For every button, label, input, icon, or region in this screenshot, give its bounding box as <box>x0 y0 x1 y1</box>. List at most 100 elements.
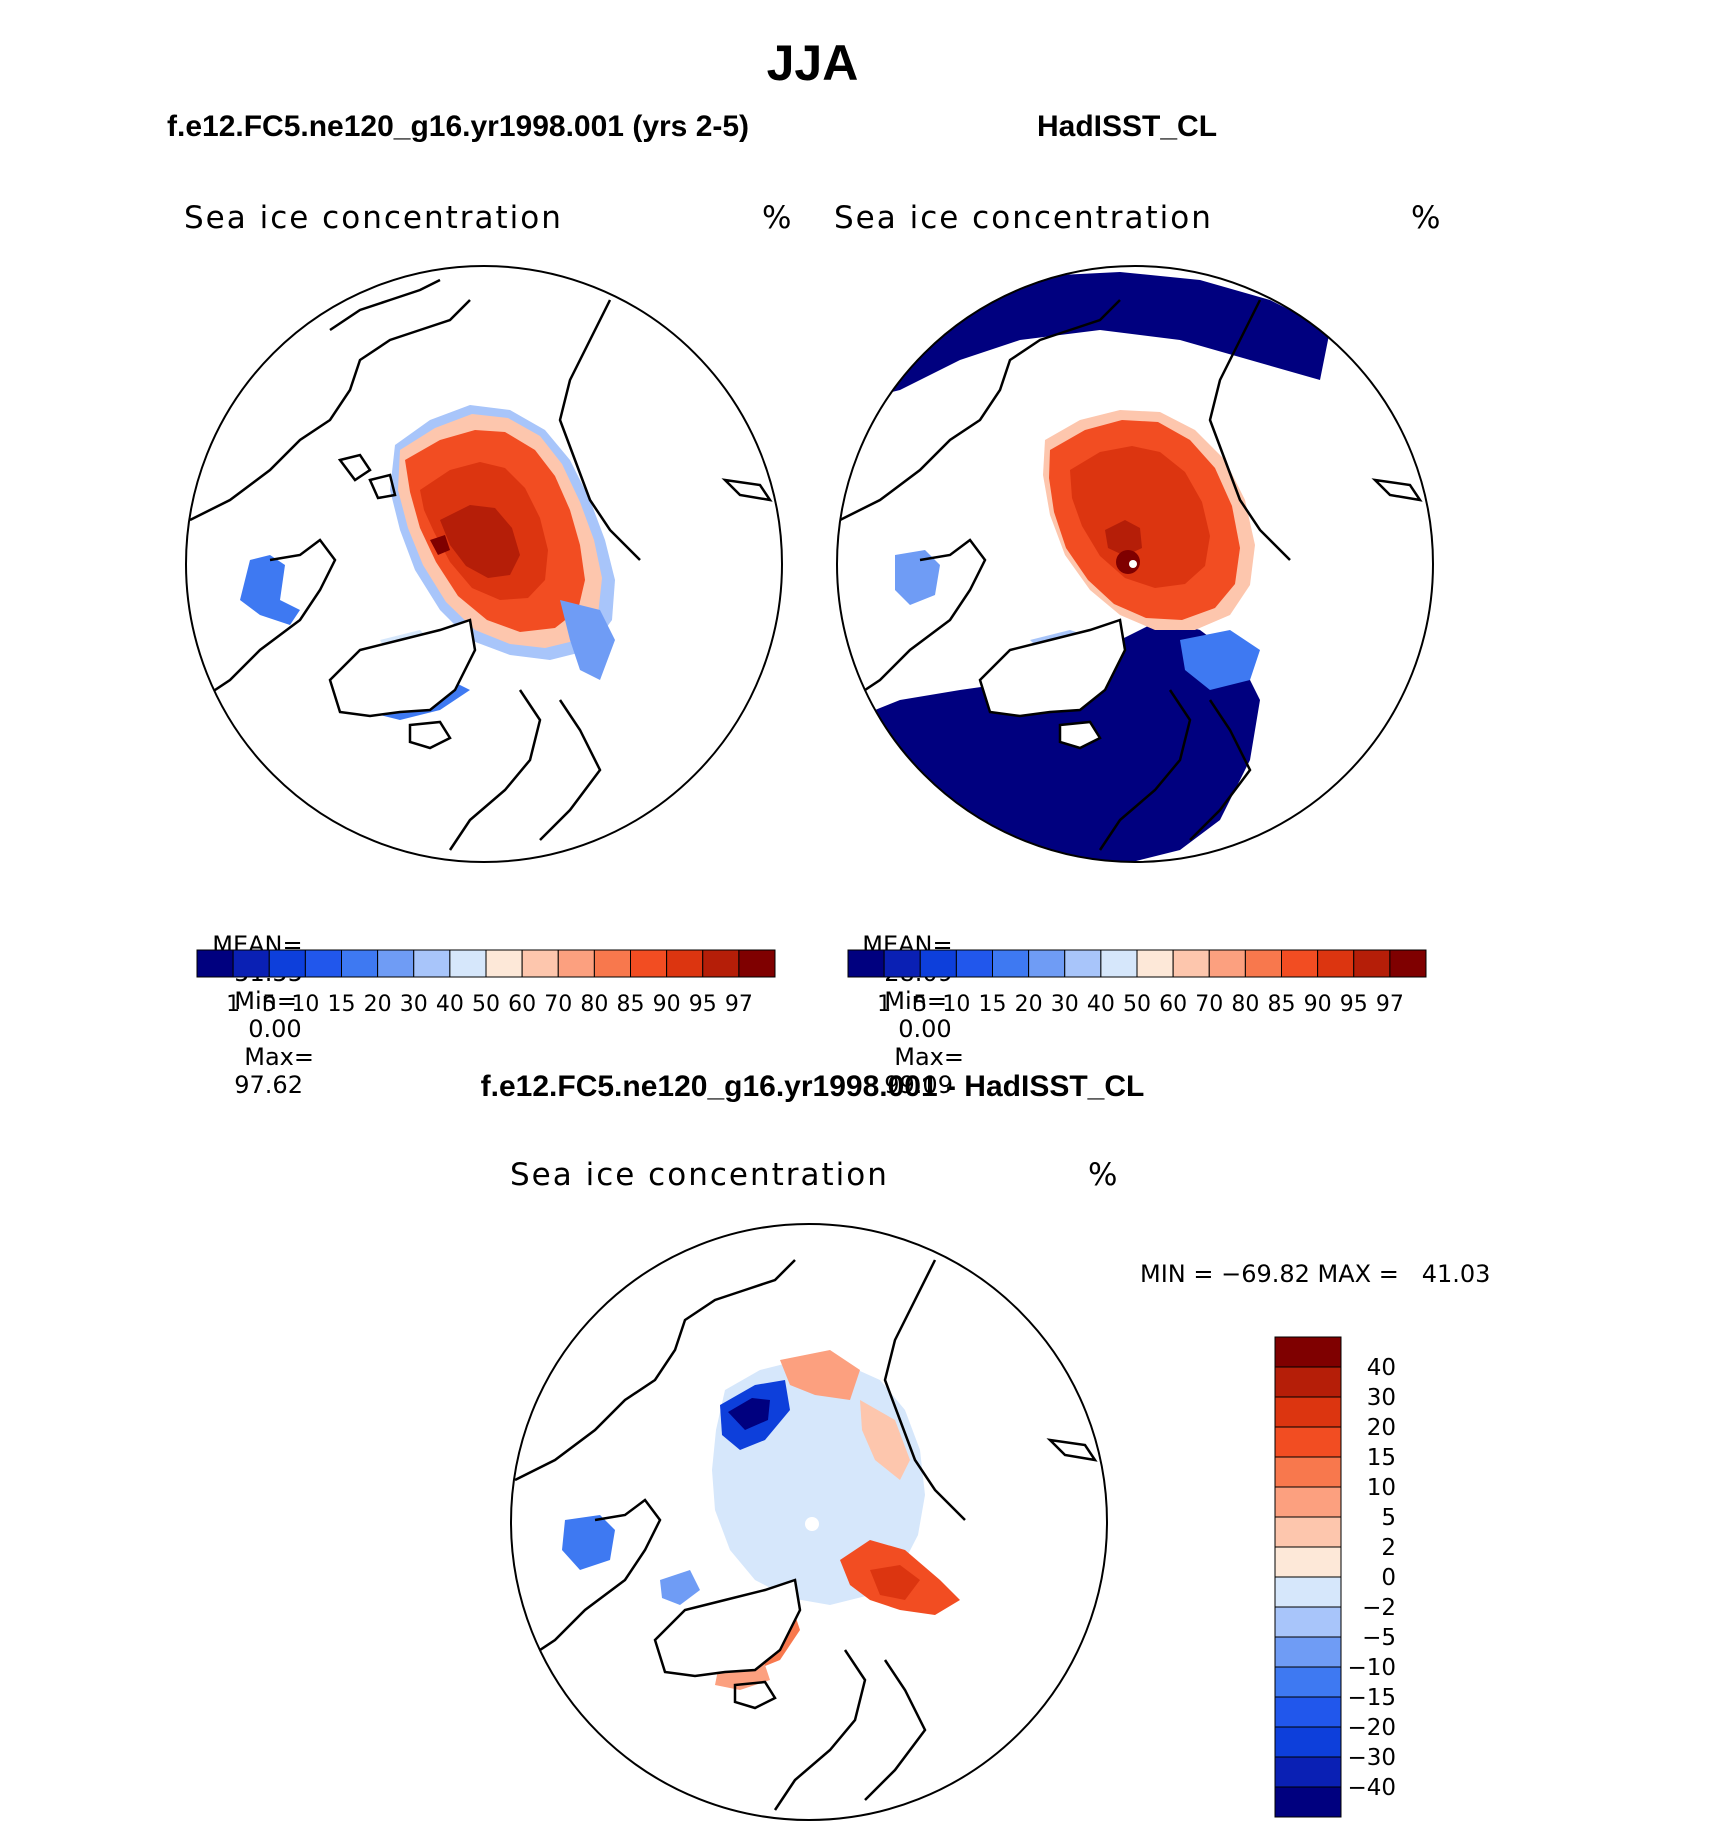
diff-colorbar-swatch <box>1274 1336 1342 1368</box>
panel1-colorbar-swatch <box>557 949 595 978</box>
panel2-colorbar-label: 80 <box>1231 992 1259 1017</box>
panel2-max-label: Max= <box>894 1043 964 1071</box>
panel2-colorbar: 1 5 10 15 20 30 40 50 60 70 80 85 90 95 97 <box>847 949 1427 1017</box>
diff-colorbar-label: 5 <box>1381 1505 1396 1531</box>
panel1-colorbar: 1 5 10 15 20 30 40 50 60 70 80 85 90 95 97 <box>196 949 776 1017</box>
diff-colorbar-swatch <box>1274 1636 1342 1668</box>
diff-colorbar-swatch <box>1274 1606 1342 1638</box>
diff-coastlines <box>514 1259 1098 1811</box>
panel1-colorbar-label: 40 <box>436 992 464 1017</box>
panel1-max-label: Max= <box>244 1043 314 1071</box>
panel2-min-label: Min= <box>884 987 947 1015</box>
panel2-map <box>837 272 1330 862</box>
panel1-colorbar-swatch <box>593 949 631 978</box>
diff-panel-title: f.e12.FC5.ne120_g16.yr1998.001 - HadISST… <box>480 1070 1145 1103</box>
diff-colorbar-swatch <box>1274 1426 1342 1458</box>
panel2-colorbar-label: 40 <box>1087 992 1115 1017</box>
panel1-colorbar-swatch <box>630 949 668 978</box>
panel1-colorbar-label: 85 <box>617 992 645 1017</box>
panel1-colorbar-label: 95 <box>689 992 717 1017</box>
diff-colorbar-label: 40 <box>1367 1355 1396 1381</box>
diff-colorbar-swatch <box>1274 1576 1342 1608</box>
panel1-variable: Sea ice concentration <box>184 200 563 236</box>
diff-colorbar-swatch <box>1274 1366 1342 1398</box>
panel2-colorbar-swatch <box>919 949 957 978</box>
panel2-colorbar-label: 10 <box>942 992 970 1017</box>
diff-colorbar-label: −15 <box>1347 1685 1396 1711</box>
panel2-boundary <box>836 265 1434 863</box>
panel1-colorbar-label: 15 <box>328 992 356 1017</box>
panel1-coastlines <box>189 278 773 851</box>
panel1-colorbar-swatch <box>377 949 415 978</box>
diff-colorbar-label: 15 <box>1367 1445 1396 1471</box>
panel1-colorbar-label: 70 <box>544 992 572 1017</box>
diff-colorbar-label: 0 <box>1381 1565 1396 1591</box>
panel1-colorbar-label: 60 <box>508 992 536 1017</box>
panel2-min: 0.00 <box>898 1015 952 1043</box>
diff-colorbar-swatch <box>1274 1666 1342 1698</box>
diff-colorbar-label: 30 <box>1367 1385 1396 1411</box>
panel1-colorbar-swatch <box>268 949 306 978</box>
diff-colorbar-label: −30 <box>1347 1745 1396 1771</box>
panel2-colorbar-swatch <box>1136 949 1174 978</box>
panel1-colorbar-label: 1 <box>226 992 240 1017</box>
panel2-colorbar-swatch <box>955 949 993 978</box>
panel2-colorbar-label: 60 <box>1159 992 1187 1017</box>
panel2-colorbar-swatch <box>1244 949 1282 978</box>
panel2-colorbar-label: 97 <box>1376 992 1404 1017</box>
panel1-boundary <box>185 265 783 863</box>
panel1-colorbar-swatch <box>341 949 379 978</box>
panel2-colorbar-swatch <box>1172 949 1210 978</box>
panel2-colorbar-label: 5 <box>913 992 927 1017</box>
panel2-units: % <box>1411 200 1441 236</box>
panel2-colorbar-swatch <box>992 949 1030 978</box>
diff-colorbar-label: −40 <box>1347 1775 1396 1801</box>
panel2-colorbar-label: 70 <box>1195 992 1223 1017</box>
diff-colorbar-label: 20 <box>1367 1415 1396 1441</box>
panel1-colorbar-label: 30 <box>400 992 428 1017</box>
panel1-colorbar-swatch <box>738 949 776 978</box>
panel1-colorbar-label: 80 <box>580 992 608 1017</box>
panel1-colorbar-swatch <box>413 949 451 978</box>
diff-colorbar-label: 2 <box>1381 1535 1396 1561</box>
diff-colorbar-label: −20 <box>1347 1715 1396 1741</box>
panel1-colorbar-swatch <box>196 949 234 978</box>
panel2-colorbar-swatch <box>1208 949 1246 978</box>
diff-colorbar-swatch <box>1274 1696 1342 1728</box>
panel1-colorbar-swatch <box>304 949 342 978</box>
panel2-colorbar-swatch <box>1064 949 1102 978</box>
diff-colorbar-swatch <box>1274 1546 1342 1578</box>
panel2-colorbar-swatch <box>1100 949 1138 978</box>
panel2-colorbar-label: 90 <box>1304 992 1332 1017</box>
panel1-colorbar-swatch <box>485 949 523 978</box>
panel2-colorbar-label: 15 <box>979 992 1007 1017</box>
panel1-colorbar-label: 5 <box>262 992 276 1017</box>
diff-units: % <box>1088 1157 1118 1193</box>
diff-variable: Sea ice concentration <box>510 1157 889 1193</box>
panel2-colorbar-swatch <box>1353 949 1391 978</box>
diff-colorbar-swatch <box>1274 1456 1342 1488</box>
panel1-colorbar-label: 10 <box>291 992 319 1017</box>
panel2-coastlines <box>839 299 1423 851</box>
diff-colorbar-label: −2 <box>1362 1595 1396 1621</box>
panel2-colorbar-label: 30 <box>1051 992 1079 1017</box>
diff-colorbar-swatch <box>1274 1786 1342 1818</box>
panel2-variable: Sea ice concentration <box>834 200 1213 236</box>
panel1-colorbar-label: 90 <box>653 992 681 1017</box>
diff-colorbar-label: −5 <box>1362 1625 1396 1651</box>
diff-colorbar-swatch <box>1274 1726 1342 1758</box>
panel2-colorbar-swatch <box>1281 949 1319 978</box>
diff-colorbar-label: 10 <box>1367 1475 1396 1501</box>
panel2-colorbar-label: 85 <box>1268 992 1296 1017</box>
panel1-colorbar-label: 97 <box>725 992 753 1017</box>
panel2-colorbar-label: 95 <box>1340 992 1368 1017</box>
panel2-colorbar-swatch <box>847 949 885 978</box>
panel1-units: % <box>762 200 792 236</box>
diff-colorbar-swatch <box>1274 1756 1342 1788</box>
panel1-colorbar-swatch <box>702 949 740 978</box>
panel1-colorbar-label: 20 <box>364 992 392 1017</box>
panel2-colorbar-label: 50 <box>1123 992 1151 1017</box>
panel1-colorbar-swatch <box>666 949 704 978</box>
